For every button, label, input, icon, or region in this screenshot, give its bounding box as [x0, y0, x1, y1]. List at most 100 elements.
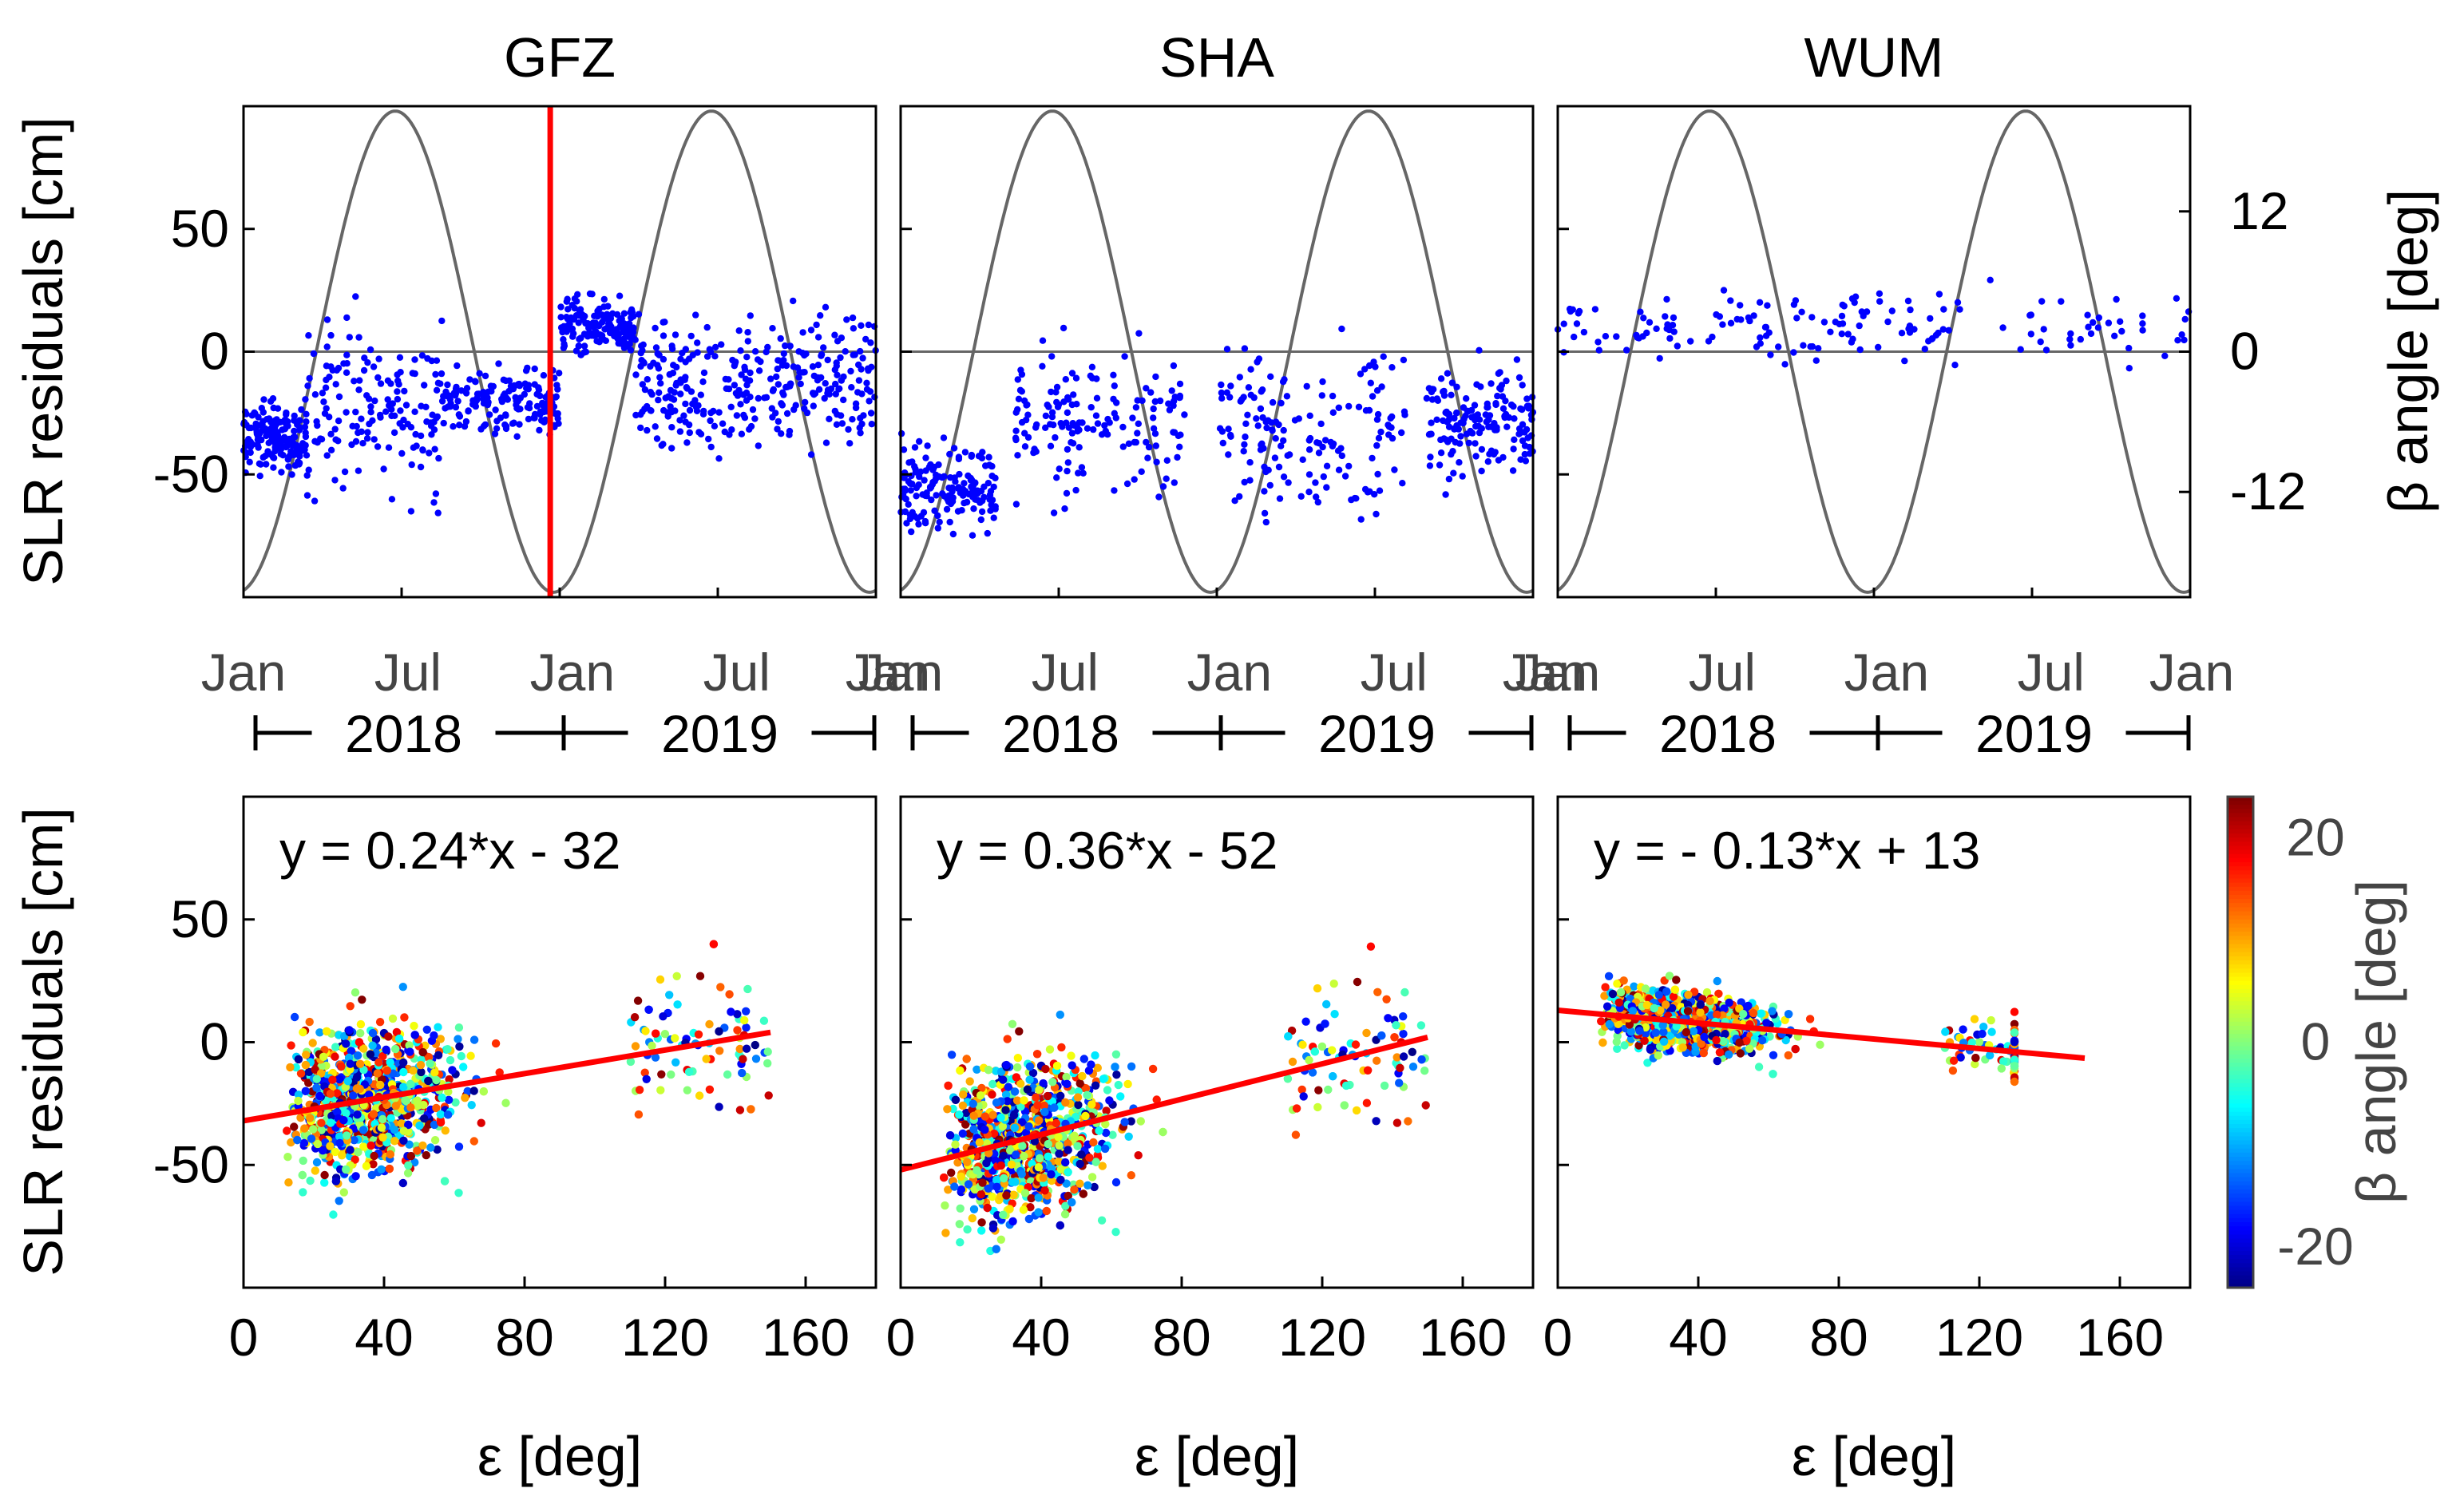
residual-point: [1159, 483, 1167, 490]
residual-point: [1020, 397, 1028, 405]
residual-point: [1851, 299, 1858, 307]
residual-point: [605, 320, 612, 327]
residual-point: [331, 1043, 340, 1051]
residual-point: [909, 458, 916, 465]
residual-point: [962, 1055, 971, 1063]
residual-point: [735, 1106, 745, 1114]
residual-point: [1068, 370, 1076, 377]
residual-point: [941, 1229, 950, 1237]
residual-point: [921, 492, 929, 500]
residual-point: [801, 369, 808, 376]
residual-point: [420, 1114, 429, 1123]
residual-point: [352, 408, 359, 416]
residual-point: [864, 365, 872, 372]
residual-point: [673, 363, 680, 371]
residual-point: [715, 1102, 723, 1111]
residual-point: [259, 453, 267, 461]
residual-point: [310, 350, 318, 358]
residual-point: [2010, 1077, 2019, 1087]
residual-point: [564, 295, 571, 303]
residual-point: [1573, 320, 1581, 327]
residual-point: [969, 1205, 979, 1214]
residual-point: [441, 1126, 450, 1135]
residual-point: [299, 441, 307, 449]
residual-point: [1670, 314, 1678, 322]
residual-point: [335, 393, 343, 401]
residual-point: [969, 532, 976, 539]
residual-point: [1047, 421, 1054, 428]
residual-point: [1047, 442, 1055, 449]
residual-point: [1091, 1081, 1100, 1090]
residual-point: [1666, 334, 1674, 342]
residual-point: [1181, 411, 1188, 418]
residual-point: [692, 311, 699, 319]
residual-point: [368, 1028, 378, 1038]
residual-point: [444, 1087, 453, 1096]
residual-point: [485, 411, 493, 418]
residual-point: [1039, 362, 1046, 370]
residual-point: [697, 430, 705, 437]
residual-point: [1453, 409, 1460, 417]
residual-points: [240, 290, 879, 517]
residual-point: [1319, 378, 1326, 386]
residual-point: [1623, 346, 1630, 354]
residual-point: [1125, 440, 1133, 447]
residual-point: [807, 327, 815, 334]
residual-point: [1839, 301, 1846, 309]
residual-point: [563, 328, 570, 335]
residual-point: [397, 1119, 406, 1128]
residual-point: [968, 483, 975, 490]
residual-point: [868, 421, 876, 428]
residual-point: [699, 378, 707, 386]
residual-point: [1949, 1056, 1959, 1065]
residual-point: [333, 1107, 342, 1117]
residual-point: [1373, 441, 1381, 449]
residual-point: [801, 351, 808, 359]
residual-point: [398, 449, 406, 457]
residual-point: [432, 1075, 441, 1085]
residual-point: [1253, 415, 1260, 422]
residual-point: [965, 1077, 974, 1086]
residual-point: [1020, 1189, 1030, 1197]
residual-point: [946, 518, 953, 526]
residual-point: [1904, 297, 1912, 305]
residual-point: [1800, 342, 1807, 349]
residual-point: [438, 317, 446, 325]
residual-point: [716, 983, 725, 992]
residual-point: [1174, 453, 1181, 461]
residual-point: [742, 1023, 751, 1032]
residual-point: [731, 362, 738, 370]
residual-point: [866, 398, 873, 405]
residual-point: [1370, 358, 1377, 366]
residual-point: [443, 1110, 453, 1119]
residual-point: [956, 1238, 965, 1247]
residual-point: [1643, 329, 1650, 337]
residual-point: [1043, 1091, 1052, 1101]
residual-point: [2181, 315, 2189, 323]
residual-point: [294, 1055, 303, 1064]
residual-point: [452, 403, 460, 411]
residual-point: [775, 357, 782, 364]
residual-point: [1052, 1061, 1062, 1071]
residual-point: [1709, 333, 1716, 341]
residual-point: [634, 1110, 644, 1119]
residual-point: [572, 347, 580, 354]
residual-point: [1152, 1095, 1161, 1104]
residual-point: [1377, 428, 1384, 436]
residual-point: [458, 387, 465, 394]
residual-point: [1324, 1085, 1333, 1094]
residual-point: [1750, 312, 1757, 319]
residual-point: [953, 1158, 962, 1167]
residual-point: [1042, 412, 1050, 420]
residual-point: [422, 1025, 431, 1035]
residual-point: [450, 423, 457, 430]
residual-point: [835, 386, 842, 393]
residual-point: [1039, 337, 1047, 344]
residual-point: [689, 351, 696, 358]
residual-point: [1014, 452, 1021, 459]
residual-point: [327, 363, 335, 370]
residual-point: [396, 354, 404, 361]
residual-point: [921, 477, 928, 484]
residual-point: [356, 1029, 365, 1038]
residual-point: [1775, 343, 1782, 350]
